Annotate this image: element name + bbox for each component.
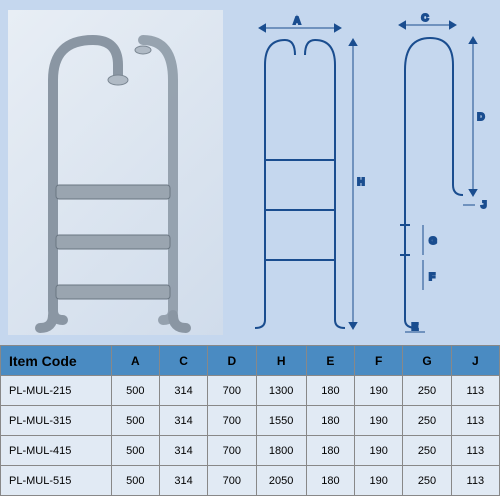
table-cell: PL-MUL-215 [1, 376, 112, 406]
table-cell: 500 [111, 436, 159, 466]
table-cell: 113 [451, 406, 499, 436]
table-cell: 190 [355, 376, 403, 406]
table-cell: 250 [403, 466, 451, 496]
product-photo [8, 10, 223, 335]
table-header-row: Item Code A C D H E F G J [1, 346, 500, 376]
table-row: PL-MUL-4155003147001800180190250113 [1, 436, 500, 466]
table-cell: 500 [111, 406, 159, 436]
spec-table: Item Code A C D H E F G J PL-MUL-2155003… [0, 345, 500, 496]
table-cell: 1550 [256, 406, 306, 436]
table-cell: 250 [403, 376, 451, 406]
dim-label-G: G [429, 236, 437, 247]
col-header: H [256, 346, 306, 376]
diagram-area: A H [0, 0, 500, 345]
table-row: PL-MUL-5155003147002050180190250113 [1, 466, 500, 496]
table-cell: 314 [159, 406, 207, 436]
dim-label-E: E [412, 322, 419, 333]
table-cell: 113 [451, 466, 499, 496]
table-cell: 1300 [256, 376, 306, 406]
col-header: E [306, 346, 354, 376]
dim-label-F: F [429, 272, 435, 283]
table-cell: 700 [208, 406, 256, 436]
side-view-diagram: C D J G [375, 10, 490, 335]
table-cell: 700 [208, 436, 256, 466]
table-cell: 314 [159, 466, 207, 496]
table-cell: 113 [451, 436, 499, 466]
table-cell: 500 [111, 466, 159, 496]
dim-label-C: C [421, 13, 428, 24]
dim-label-D: D [477, 112, 484, 123]
table-cell: 250 [403, 436, 451, 466]
col-header: G [403, 346, 451, 376]
dim-label-J: J [481, 200, 487, 211]
table-cell: 113 [451, 376, 499, 406]
table-cell: 180 [306, 466, 354, 496]
table-cell: 1800 [256, 436, 306, 466]
table-cell: 190 [355, 436, 403, 466]
table-row: PL-MUL-3155003147001550180190250113 [1, 406, 500, 436]
table-cell: 314 [159, 436, 207, 466]
col-header: J [451, 346, 499, 376]
table-cell: PL-MUL-515 [1, 466, 112, 496]
table-cell: 190 [355, 466, 403, 496]
front-view-diagram: A H [235, 10, 365, 335]
dim-label-H: H [357, 177, 364, 188]
table-cell: 250 [403, 406, 451, 436]
table-cell: 500 [111, 376, 159, 406]
dim-label-A: A [293, 16, 300, 27]
table-cell: PL-MUL-415 [1, 436, 112, 466]
table-cell: 180 [306, 376, 354, 406]
table-cell: 700 [208, 376, 256, 406]
table-row: PL-MUL-2155003147001300180190250113 [1, 376, 500, 406]
table-cell: 180 [306, 406, 354, 436]
col-header: Item Code [1, 346, 112, 376]
table-cell: 190 [355, 406, 403, 436]
col-header: F [355, 346, 403, 376]
table-cell: 314 [159, 376, 207, 406]
col-header: A [111, 346, 159, 376]
table-cell: 180 [306, 436, 354, 466]
col-header: C [159, 346, 207, 376]
table-cell: PL-MUL-315 [1, 406, 112, 436]
col-header: D [208, 346, 256, 376]
table-cell: 2050 [256, 466, 306, 496]
table-cell: 700 [208, 466, 256, 496]
